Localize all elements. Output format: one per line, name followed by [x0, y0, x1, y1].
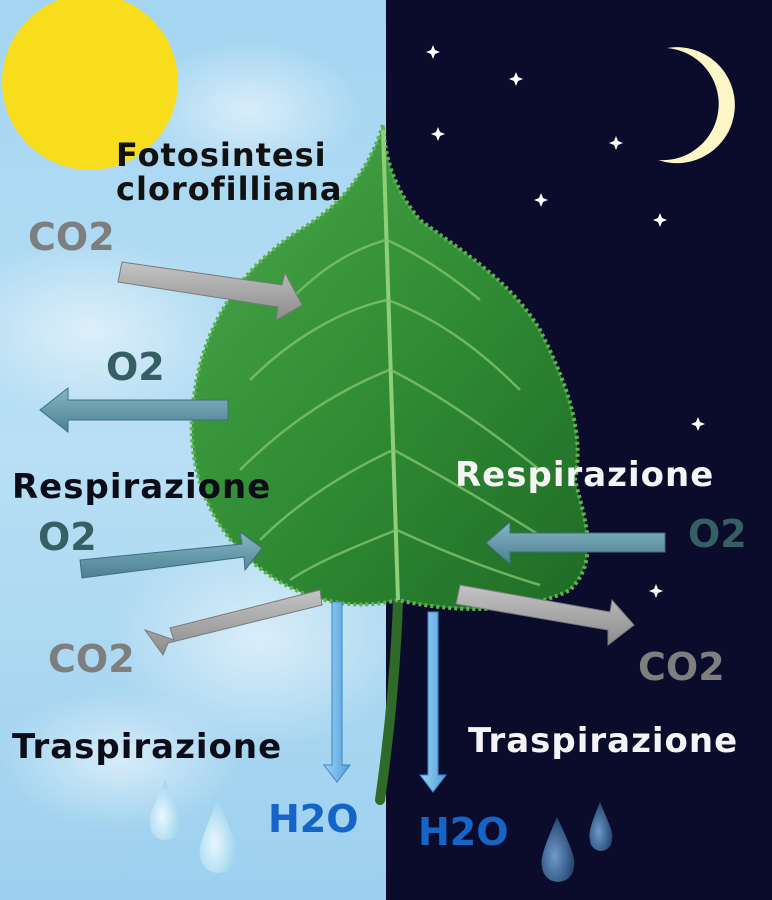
- day-transpiration-label: Traspirazione: [12, 727, 283, 767]
- star-icon: [534, 193, 548, 207]
- day-resp-o2-label: O2: [38, 515, 97, 559]
- night-h2o-label: H2O: [418, 810, 509, 854]
- star-icon: [649, 584, 663, 598]
- night-resp-co2-out-arrow: [455, 584, 635, 647]
- night-respiration-label: Respirazione: [455, 455, 715, 495]
- day-respiration-label: Respirazione: [12, 467, 272, 507]
- night-resp-o2-label: O2: [688, 512, 747, 556]
- leaf-stem: [375, 595, 403, 805]
- day-photo-co2-label: CO2: [28, 215, 115, 259]
- day-resp-co2-label: CO2: [48, 637, 135, 681]
- day-resp-co2-out-arrow: [143, 589, 323, 657]
- star-icon: [431, 127, 445, 141]
- water-drop-icon: [589, 802, 613, 851]
- day-h2o-down-arrow: [322, 601, 352, 783]
- sun-icon: [2, 0, 178, 170]
- star-icon: [509, 72, 523, 86]
- star-icon: [609, 136, 623, 150]
- water-drop-icon: [199, 798, 237, 873]
- star-icon: [691, 417, 705, 431]
- night-h2o-down-arrow: [418, 611, 448, 793]
- moon-icon: [658, 47, 735, 164]
- photosynthesis-title-line2: clorofilliana: [116, 170, 343, 208]
- day-resp-o2-in-arrow: [79, 530, 263, 579]
- night-resp-o2-in-arrow: [485, 520, 666, 566]
- leaf-icon: [189, 124, 590, 611]
- water-drop-icon: [541, 817, 575, 882]
- day-co2-in-arrow: [117, 261, 303, 321]
- star-icon: [426, 45, 440, 59]
- night-transpiration-label: Traspirazione: [468, 721, 739, 761]
- day-h2o-label: H2O: [268, 797, 359, 841]
- star-icon: [653, 213, 667, 227]
- day-o2-out-arrow: [39, 386, 229, 434]
- night-resp-co2-label: CO2: [638, 645, 725, 689]
- water-drop-icon: [149, 780, 181, 840]
- photosynthesis-title-line1: Fotosintesi: [116, 136, 327, 174]
- photosynthesis-title: Fotosintesi clorofilliana: [116, 138, 342, 206]
- day-photo-o2-label: O2: [106, 345, 165, 389]
- stars: [426, 45, 705, 598]
